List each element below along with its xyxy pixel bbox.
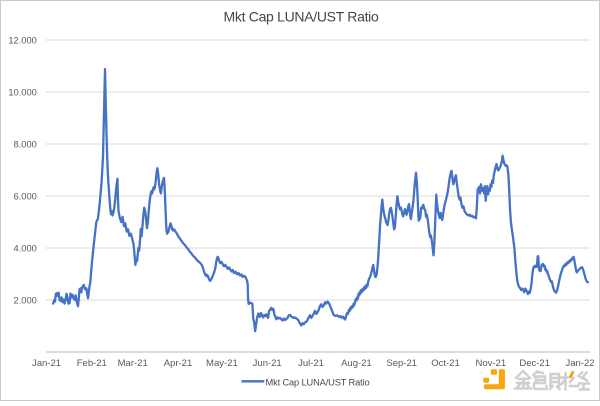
svg-text:Jan-22: Jan-22 bbox=[565, 358, 594, 369]
svg-text:Jul-21: Jul-21 bbox=[298, 358, 324, 369]
svg-text:10.000: 10.000 bbox=[8, 88, 36, 98]
svg-text:Sep-21: Sep-21 bbox=[386, 358, 417, 369]
svg-text:May-21: May-21 bbox=[206, 358, 238, 369]
svg-text:12.000: 12.000 bbox=[8, 36, 36, 46]
svg-text:2.000: 2.000 bbox=[14, 296, 37, 306]
svg-text:4.000: 4.000 bbox=[14, 244, 37, 254]
svg-text:6.000: 6.000 bbox=[14, 192, 37, 202]
svg-text:Oct-21: Oct-21 bbox=[431, 358, 460, 369]
svg-text:Mkt Cap LUNA/UST Ratio: Mkt Cap LUNA/UST Ratio bbox=[266, 377, 370, 387]
svg-text:Jun-21: Jun-21 bbox=[253, 358, 282, 369]
svg-text:Apr-21: Apr-21 bbox=[164, 358, 193, 369]
svg-text:Dec-21: Dec-21 bbox=[519, 358, 550, 369]
svg-text:Aug-21: Aug-21 bbox=[341, 358, 372, 369]
svg-text:Jan-21: Jan-21 bbox=[32, 358, 61, 369]
svg-text:Feb-21: Feb-21 bbox=[77, 358, 107, 369]
svg-text:Mkt Cap LUNA/UST Ratio: Mkt Cap LUNA/UST Ratio bbox=[224, 9, 379, 25]
svg-text:Mar-21: Mar-21 bbox=[118, 358, 148, 369]
svg-text:8.000: 8.000 bbox=[14, 140, 37, 150]
svg-text:Nov-21: Nov-21 bbox=[475, 358, 506, 369]
